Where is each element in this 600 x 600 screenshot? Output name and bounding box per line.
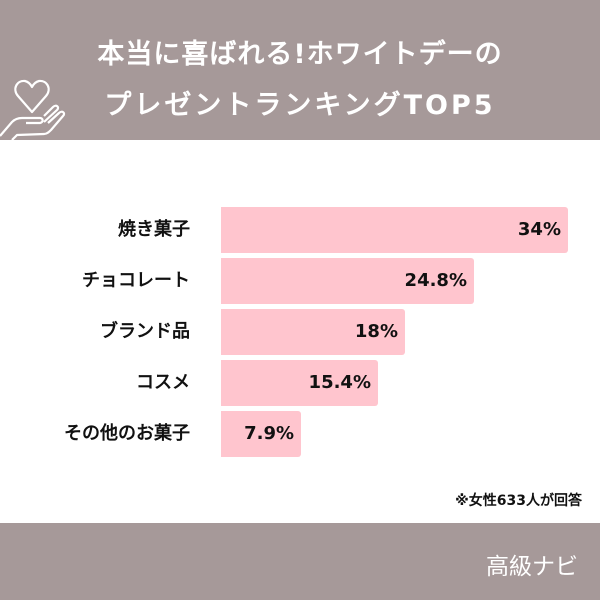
chart-row: その他のお菓子 7.9% <box>0 411 600 457</box>
category-label: チョコレート <box>82 270 190 291</box>
bar-chart: 焼き菓子 34% チョコレート 24.8% ブランド品 18% コスメ 15.4… <box>0 140 600 523</box>
chart-row: チョコレート 24.8% <box>0 258 600 304</box>
value-label: 18% <box>354 321 398 342</box>
chart-row: コスメ 15.4% <box>0 360 600 406</box>
title-line-2: プレゼントランキングTOP5 <box>104 90 496 121</box>
footer-banner: 高級ナビ <box>0 523 600 600</box>
category-label: コスメ <box>136 372 190 393</box>
value-label: 7.9% <box>244 423 294 444</box>
bar: 18% <box>221 309 405 355</box>
bar: 24.8% <box>221 258 474 304</box>
value-label: 24.8% <box>404 270 467 291</box>
footnote: ※女性633人が回答 <box>455 493 582 509</box>
category-label: 焼き菓子 <box>118 219 190 240</box>
bar: 34% <box>221 207 568 253</box>
category-label: その他のお菓子 <box>64 423 190 444</box>
heart-in-hand-icon <box>0 79 66 141</box>
header-banner: 本当に喜ばれる!ホワイトデーの プレゼントランキングTOP5 <box>0 0 600 141</box>
category-label: ブランド品 <box>100 321 190 342</box>
value-label: 15.4% <box>308 372 371 393</box>
chart-row: ブランド品 18% <box>0 309 600 355</box>
value-label: 34% <box>517 219 561 240</box>
brand-logo-text: 高級ナビ <box>486 554 578 580</box>
bar: 7.9% <box>221 411 301 457</box>
title-line-1: 本当に喜ばれる!ホワイトデーの <box>97 39 503 70</box>
chart-row: 焼き菓子 34% <box>0 207 600 253</box>
bar: 15.4% <box>221 360 378 406</box>
